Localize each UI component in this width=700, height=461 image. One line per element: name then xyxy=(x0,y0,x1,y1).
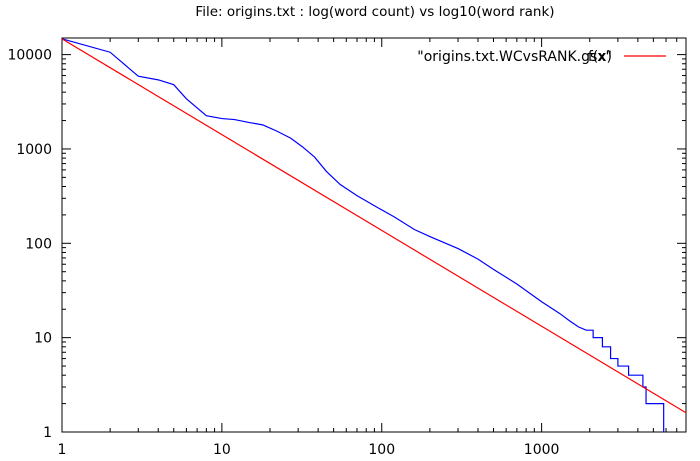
x-tick-label: 1 xyxy=(58,442,67,458)
x-tick-label: 10 xyxy=(213,442,231,458)
chart-title: File: origins.txt : log(word count) vs l… xyxy=(195,4,554,20)
legend: "origins.txt.WCvsRANK.gsx"f(x) xyxy=(417,49,666,65)
plot-area-border xyxy=(61,37,687,433)
y-tick-label: 1 xyxy=(43,425,52,441)
x-tick-label: 1000 xyxy=(524,442,560,458)
series-line-0 xyxy=(61,38,665,432)
axis-ticks: 1 10 100 1000 1 10 100 1000 10000 xyxy=(7,38,687,458)
y-tick-label: 100 xyxy=(25,236,52,252)
legend-label-1: f(x) xyxy=(588,49,612,65)
y-tick-label: 1000 xyxy=(16,142,52,158)
series-layer xyxy=(61,38,687,432)
x-tick-label: 100 xyxy=(368,442,395,458)
y-tick-label: 10000 xyxy=(7,48,52,64)
series-line-1 xyxy=(61,38,687,414)
legend-label-0: "origins.txt.WCvsRANK.gsx" xyxy=(417,49,612,65)
y-tick-label: 10 xyxy=(34,331,52,347)
